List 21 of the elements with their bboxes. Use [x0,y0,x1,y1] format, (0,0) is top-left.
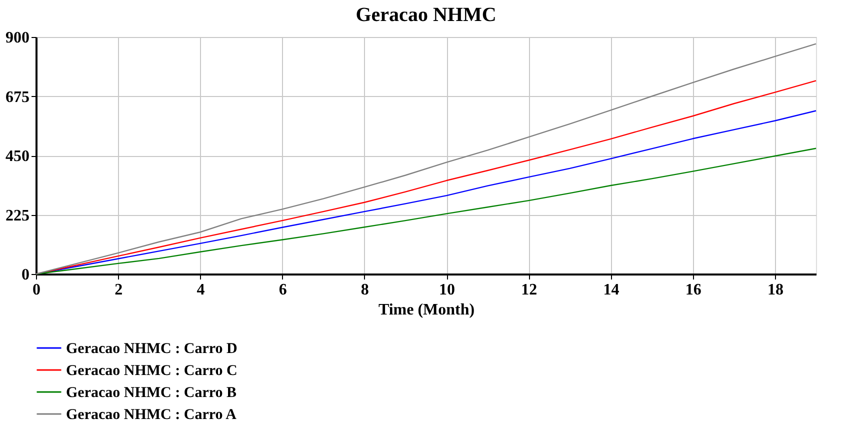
x-tick-label: 2 [114,282,123,298]
chart-title: Geracao NHMC [356,4,496,26]
y-tick-label: 0 [22,266,30,284]
y-tick-label: 450 [6,148,30,165]
legend-label: Geracao NHMC : Carro B [66,385,237,401]
x-tick-label: 18 [767,282,784,298]
y-tick-label: 675 [6,88,30,106]
x-tick-label: 14 [603,282,620,298]
x-tick-label: 16 [685,282,702,298]
x-tick-label: 8 [360,282,369,298]
x-tick-label: 6 [278,282,287,298]
x-tick-label: 12 [521,282,538,298]
legend-label: Geracao NHMC : Carro C [66,363,238,379]
legend-label: Geracao NHMC : Carro D [66,341,238,357]
y-tick-label: 900 [6,30,30,46]
x-tick-label: 0 [32,282,40,298]
y-tick-label: 225 [6,207,30,224]
x-axis-title: Time (Month) [378,302,475,318]
x-tick-label: 10 [439,282,456,298]
legend-label: Geracao NHMC : Carro A [66,407,237,423]
x-tick-label: 4 [196,282,205,298]
